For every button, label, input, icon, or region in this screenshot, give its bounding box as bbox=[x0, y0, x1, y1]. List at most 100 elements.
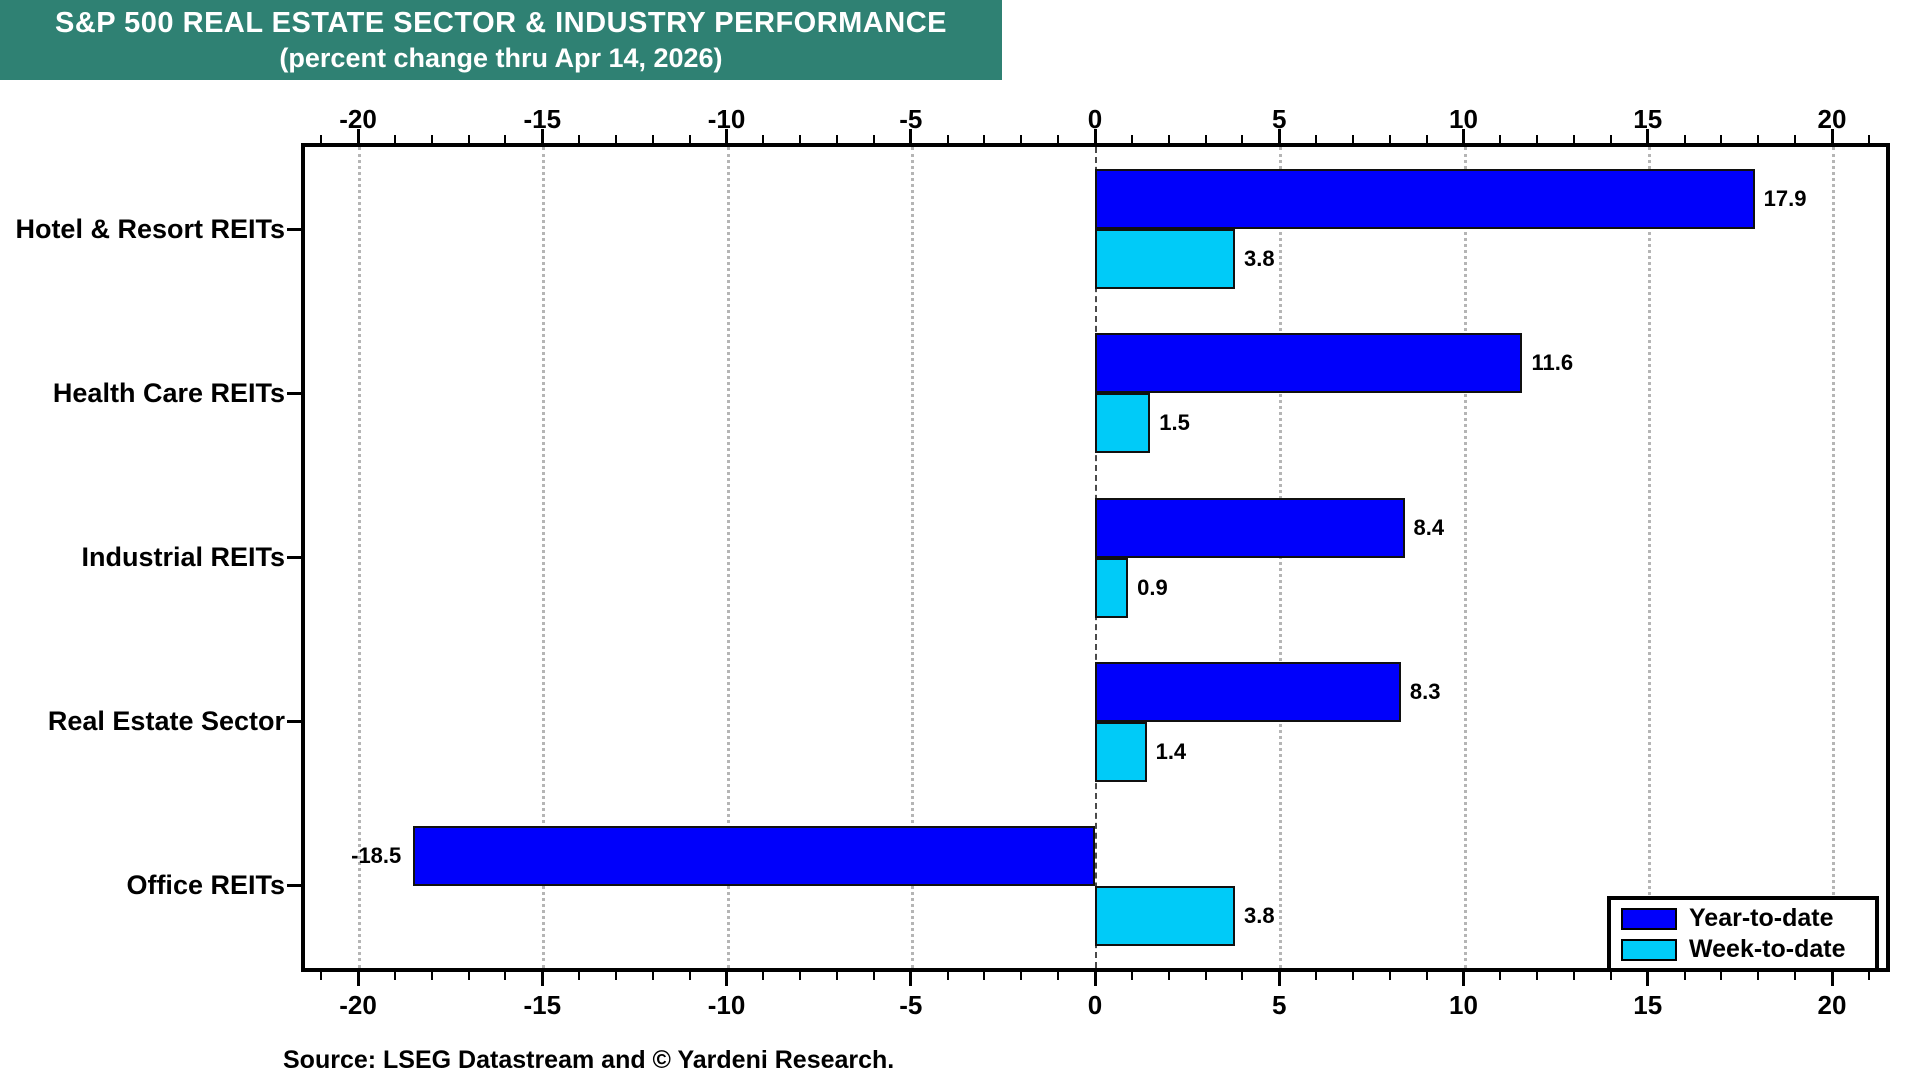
minor-tick bbox=[1683, 972, 1686, 980]
x-tick-label: 15 bbox=[1633, 990, 1663, 1020]
minor-tick bbox=[320, 135, 323, 143]
category-tick bbox=[287, 556, 301, 559]
minor-tick bbox=[1536, 135, 1539, 143]
minor-tick bbox=[762, 972, 765, 980]
gridline bbox=[910, 147, 914, 968]
x-tick-label: -15 bbox=[523, 990, 562, 1020]
major-tick bbox=[1830, 129, 1834, 143]
major-tick bbox=[540, 972, 544, 986]
bar-value-label: 3.8 bbox=[1244, 902, 1275, 928]
minor-tick bbox=[1499, 135, 1502, 143]
minor-tick bbox=[1573, 135, 1576, 143]
bar-value-label: 17.9 bbox=[1763, 186, 1807, 212]
minor-tick bbox=[1536, 972, 1539, 980]
bar-year-to-date-0 bbox=[1095, 169, 1755, 230]
bar-value-label: 11.6 bbox=[1531, 350, 1574, 376]
major-tick bbox=[356, 129, 360, 143]
category-label-2: Industrial REITs bbox=[81, 542, 285, 572]
minor-tick bbox=[983, 135, 986, 143]
category-tick bbox=[287, 884, 301, 888]
ytd-label: Year-to-date bbox=[1689, 904, 1834, 932]
gridline bbox=[1832, 147, 1835, 968]
x-tick-label: 0 bbox=[1087, 990, 1103, 1020]
chart-title-line1: S&P 500 REAL ESTATE SECTOR & INDUSTRY PE… bbox=[55, 7, 947, 39]
minor-tick bbox=[762, 135, 765, 143]
category-label-0: Hotel & Resort REITs bbox=[15, 213, 285, 244]
minor-tick bbox=[1794, 135, 1797, 143]
legend: Year-to-date Week-to-date bbox=[1607, 896, 1879, 972]
x-tick-label: -10 bbox=[707, 990, 746, 1020]
bar-week-to-date-4 bbox=[1095, 885, 1236, 946]
minor-tick bbox=[983, 972, 986, 980]
minor-tick bbox=[1130, 135, 1133, 143]
minor-tick bbox=[1351, 135, 1354, 143]
minor-tick bbox=[393, 972, 396, 980]
x-tick-label: 5 bbox=[1272, 990, 1287, 1020]
minor-tick bbox=[651, 972, 654, 980]
minor-tick bbox=[1388, 135, 1391, 143]
major-tick bbox=[1277, 972, 1281, 986]
minor-tick bbox=[688, 972, 691, 980]
bar-year-to-date-4 bbox=[413, 825, 1095, 886]
bar-value-label: 0.9 bbox=[1137, 574, 1168, 600]
minor-tick bbox=[1757, 135, 1760, 143]
minor-tick bbox=[1020, 972, 1023, 980]
category-tick bbox=[287, 391, 301, 395]
gridline bbox=[542, 147, 546, 968]
legend-item-ytd: Year-to-date bbox=[1621, 905, 1867, 932]
minor-tick bbox=[1867, 972, 1870, 980]
minor-tick bbox=[1241, 135, 1244, 143]
minor-tick bbox=[1020, 135, 1023, 143]
minor-tick bbox=[1683, 135, 1686, 143]
minor-tick bbox=[836, 972, 839, 980]
bar-year-to-date-3 bbox=[1095, 661, 1401, 722]
major-tick bbox=[1462, 972, 1465, 986]
major-tick bbox=[1277, 129, 1281, 143]
minor-tick bbox=[1499, 972, 1502, 980]
x-tick-label: -20 bbox=[339, 990, 377, 1020]
major-tick bbox=[540, 129, 544, 143]
minor-tick bbox=[872, 972, 875, 980]
minor-tick bbox=[1573, 972, 1576, 980]
minor-tick bbox=[430, 135, 433, 143]
x-tick-label: 10 bbox=[1449, 990, 1478, 1020]
minor-tick bbox=[467, 135, 470, 143]
minor-tick bbox=[467, 972, 470, 980]
minor-tick bbox=[688, 135, 691, 143]
chart-title-line2: (percent change thru Apr 14, 2026) bbox=[279, 43, 723, 73]
minor-tick bbox=[1720, 135, 1723, 143]
bar-value-label: 8.3 bbox=[1409, 678, 1441, 704]
x-tick-label: -5 bbox=[899, 990, 923, 1020]
title-banner: S&P 500 REAL ESTATE SECTOR & INDUSTRY PE… bbox=[0, 0, 1002, 80]
x-tick-label: -5 bbox=[899, 104, 923, 134]
minor-tick bbox=[651, 135, 654, 143]
minor-tick bbox=[946, 972, 949, 980]
plot-area: 17.9 3.8 11.6 1.5 8.4 0.9 8.3 1.4 -18.5 3.8 bbox=[301, 143, 1890, 972]
category-label-3: Real Estate Sector bbox=[47, 706, 285, 737]
minor-tick bbox=[1130, 972, 1133, 980]
minor-tick bbox=[1757, 972, 1760, 980]
minor-tick bbox=[320, 972, 323, 980]
category-label-4: Office REITs bbox=[126, 870, 285, 901]
minor-tick bbox=[1057, 972, 1060, 980]
bar-value-label: 3.8 bbox=[1244, 246, 1275, 272]
gridline bbox=[358, 147, 361, 968]
bar-week-to-date-1 bbox=[1095, 393, 1151, 454]
minor-tick bbox=[1388, 972, 1391, 980]
minor-tick bbox=[1351, 972, 1354, 980]
x-tick-label: 5 bbox=[1272, 104, 1287, 134]
major-tick bbox=[909, 972, 913, 986]
bar-value-label: -18.5 bbox=[351, 842, 402, 868]
minor-tick bbox=[1241, 972, 1244, 980]
major-tick bbox=[725, 129, 728, 143]
minor-tick bbox=[1794, 972, 1797, 980]
gridline bbox=[1463, 147, 1467, 968]
major-tick bbox=[1646, 129, 1650, 143]
ytd-swatch bbox=[1621, 907, 1677, 930]
minor-tick bbox=[1315, 135, 1318, 143]
bar-value-label: 8.4 bbox=[1413, 514, 1445, 540]
major-tick bbox=[725, 972, 728, 986]
minor-tick bbox=[836, 135, 839, 143]
minor-tick bbox=[799, 135, 802, 143]
bar-year-to-date-2 bbox=[1095, 497, 1405, 558]
